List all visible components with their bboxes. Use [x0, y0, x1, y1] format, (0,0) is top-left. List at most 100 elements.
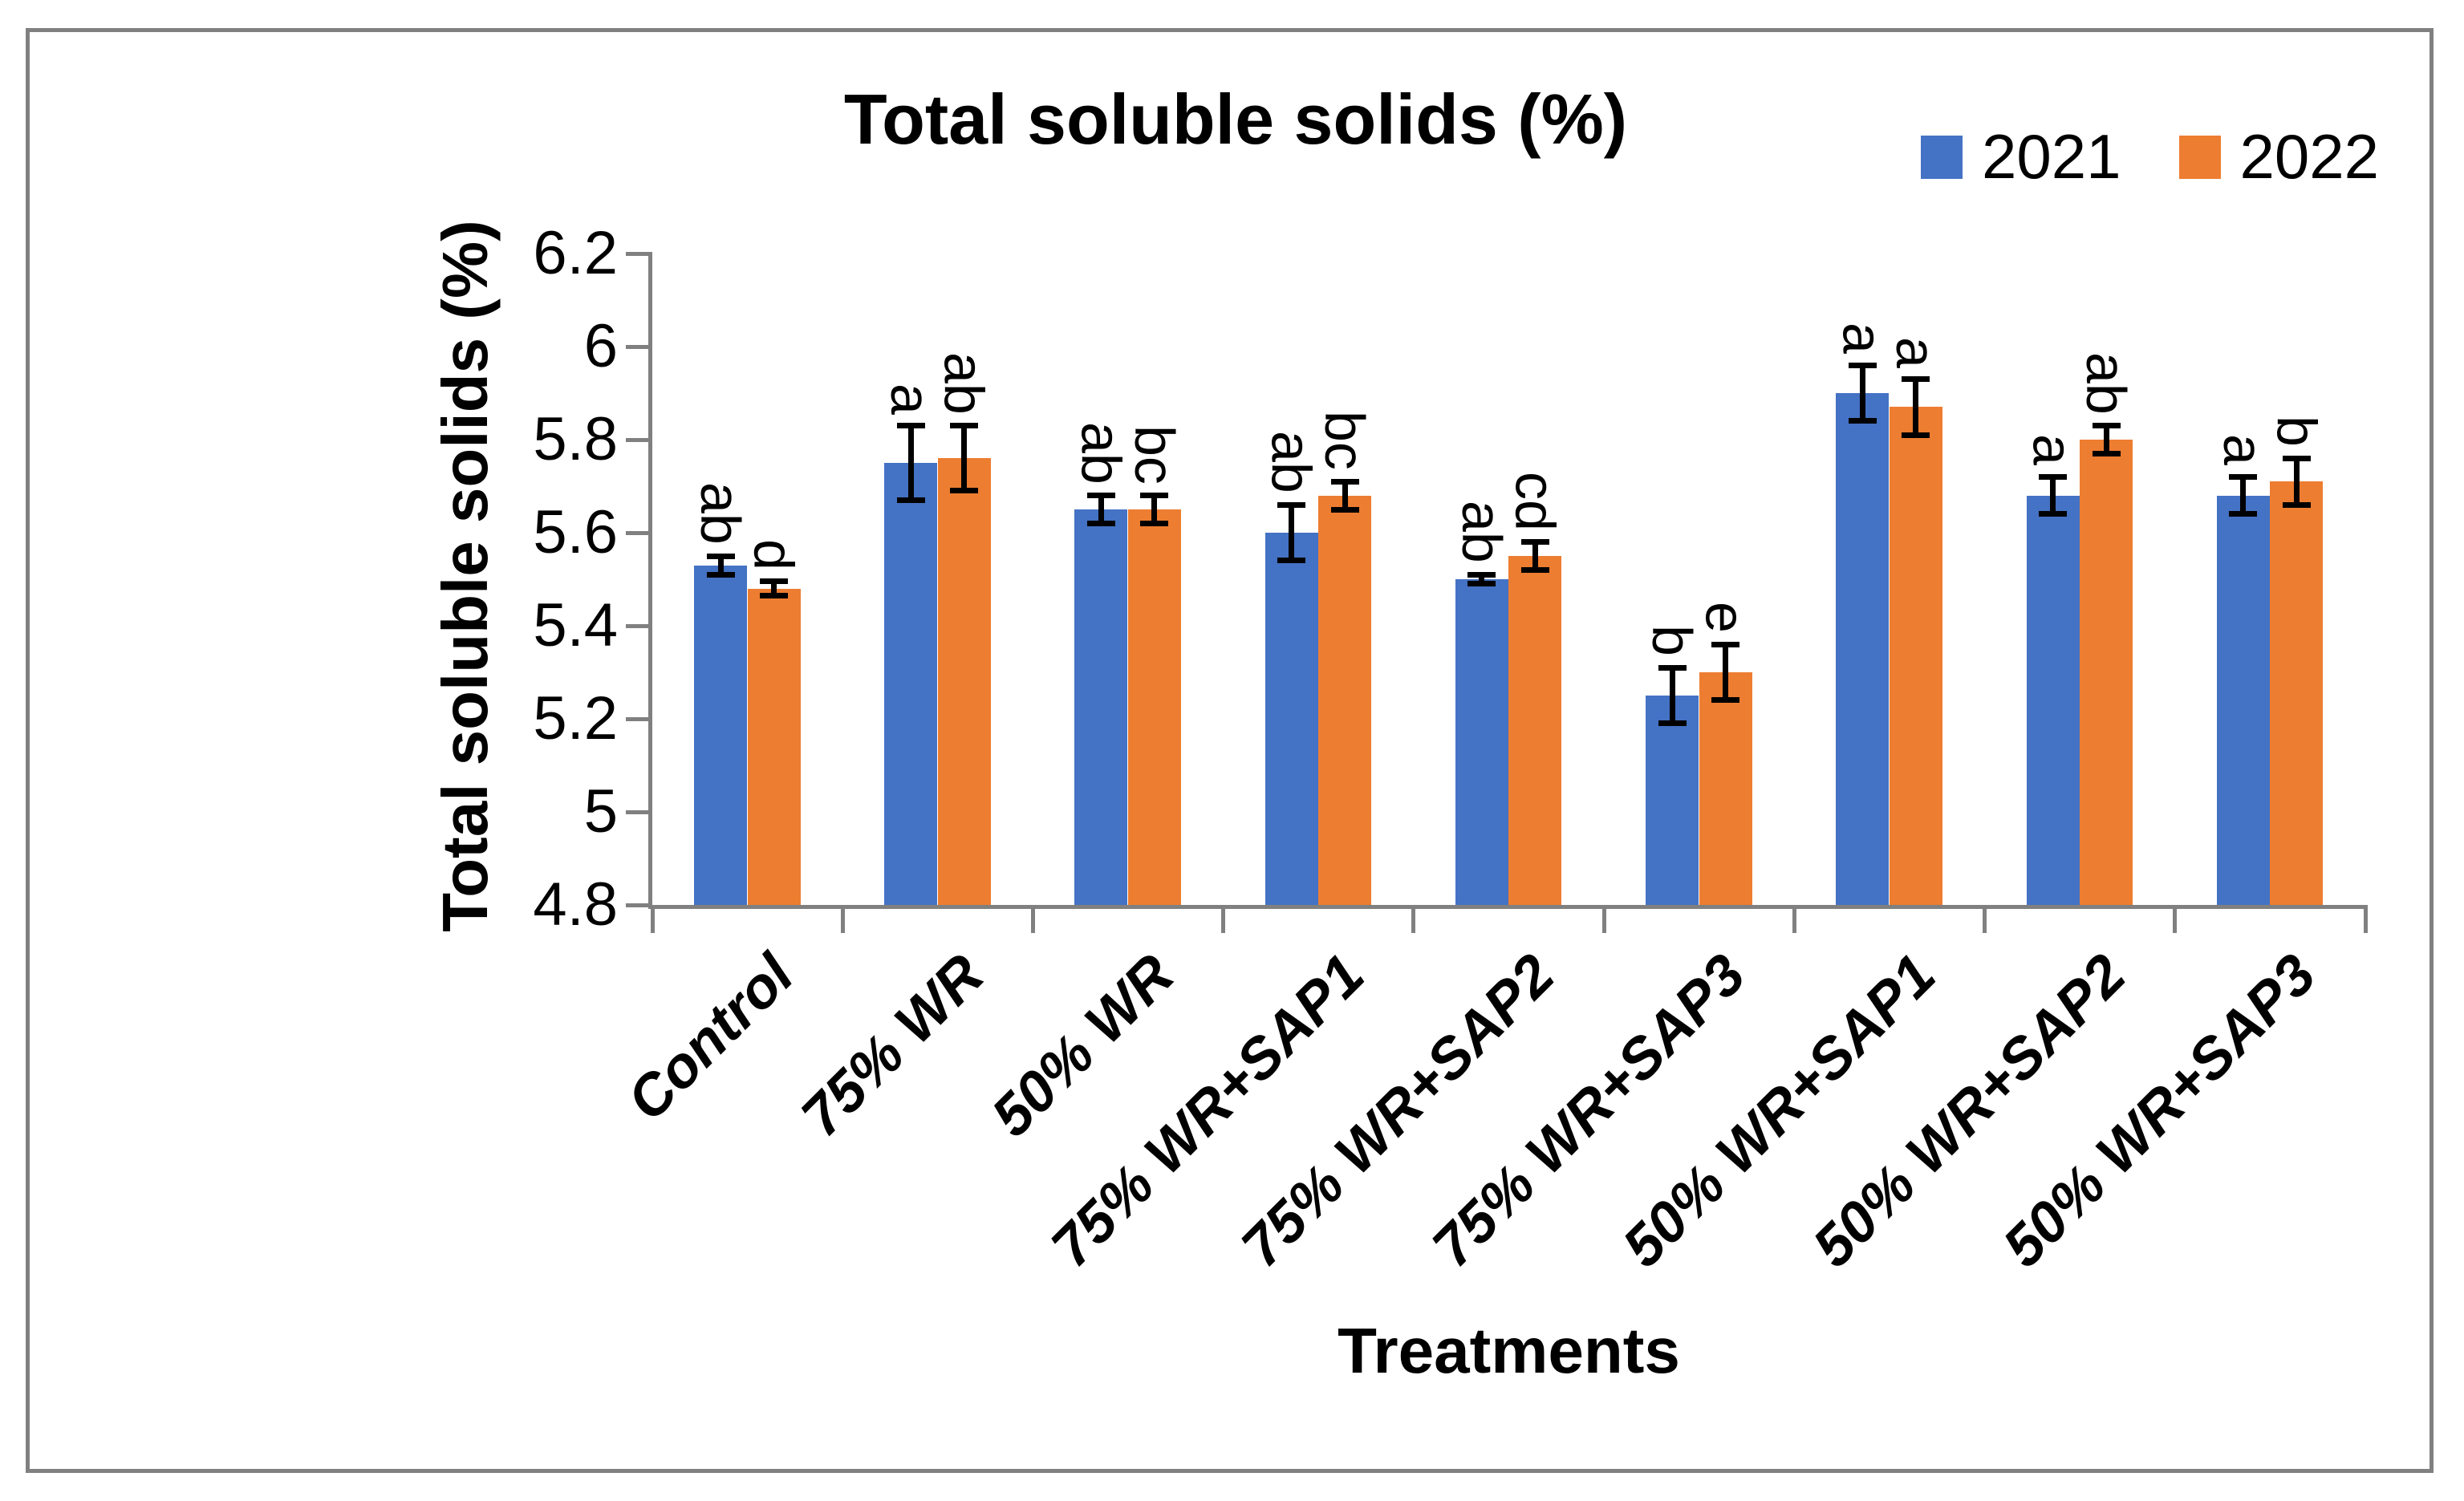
legend-item-2021: 2021 [1921, 120, 2121, 193]
error-bar-cap [2092, 450, 2121, 456]
significance-letter: a [1884, 336, 1947, 368]
bar-2021 [694, 565, 747, 905]
y-axis-tick [626, 716, 652, 721]
legend-item-2022: 2022 [2178, 120, 2380, 193]
significance-letter: cd [1504, 471, 1567, 531]
bar-2021 [1836, 393, 1890, 905]
bar-2022 [1508, 556, 1562, 905]
error-bar [1913, 379, 1919, 436]
y-axis-tick [626, 251, 652, 256]
error-bar-cap [1277, 501, 1306, 508]
error-bar-cap [1086, 520, 1115, 526]
x-axis-tick [1030, 905, 1035, 933]
error-bar-cap [2229, 473, 2258, 480]
error-bar [1669, 667, 1675, 724]
y-axis-tick [626, 530, 652, 535]
bar-2021 [884, 463, 938, 905]
significance-letter: a [1831, 323, 1894, 355]
error-bar [1859, 365, 1865, 421]
bar-2022 [937, 458, 991, 905]
y-axis-tick-label: 6.2 [533, 219, 618, 287]
error-bar-cap [1658, 664, 1687, 671]
error-bar-cap [706, 571, 735, 578]
error-bar [1289, 505, 1295, 561]
error-bar-cap [706, 553, 735, 559]
error-bar [771, 581, 777, 596]
error-bar-cap [950, 423, 979, 429]
y-axis-tick-label: 5.2 [533, 684, 618, 753]
y-axis-tick [626, 903, 652, 907]
figure-border [26, 28, 2434, 1473]
error-bar [961, 425, 968, 491]
error-bar-cap [1140, 493, 1169, 499]
error-bar-cap [1467, 571, 1496, 578]
error-bar-cap [1520, 566, 1549, 573]
legend: 2021 2022 [1921, 120, 2379, 193]
bar-2021 [1264, 533, 1318, 905]
significance-letter: a [2021, 434, 2084, 466]
bar-2021 [1455, 579, 1508, 905]
significance-letter: a [2211, 434, 2275, 466]
bar-2022 [1318, 495, 1372, 905]
error-bar-cap [760, 592, 788, 598]
error-bar [2050, 477, 2056, 514]
error-bar [907, 425, 914, 501]
error-bar-cap [950, 488, 979, 494]
error-bar-cap [2039, 473, 2068, 480]
y-axis-tick-label: 5.6 [533, 498, 618, 566]
y-axis-tick [626, 344, 652, 349]
significance-letter: ab [1070, 421, 1133, 485]
error-bar-cap [1330, 478, 1359, 485]
y-axis-tick [626, 437, 652, 442]
x-axis-tick [1983, 905, 1987, 933]
error-bar-cap [760, 578, 788, 585]
y-axis-tick-label: 5.4 [533, 591, 618, 659]
y-axis-tick-label: 6 [583, 312, 618, 380]
y-axis-tick [626, 809, 652, 814]
bar-2022 [2080, 440, 2133, 905]
legend-label-2022: 2022 [2239, 121, 2380, 192]
error-bar-cap [896, 497, 925, 503]
error-bar-cap [1140, 520, 1169, 526]
significance-letter: ab [1260, 431, 1323, 494]
significance-letter: b [1641, 625, 1704, 657]
error-bar [1151, 495, 1158, 524]
error-bar [2103, 425, 2109, 454]
error-bar-cap [896, 423, 925, 429]
bar-2021 [2216, 495, 2270, 905]
error-bar [2293, 458, 2300, 505]
significance-letter: d [742, 538, 806, 570]
error-bar-cap [1902, 432, 1930, 438]
y-axis-tick-label: 5 [583, 777, 618, 846]
error-bar-cap [2229, 511, 2258, 517]
y-axis-tick-label: 4.8 [533, 870, 618, 939]
x-axis-tick [2173, 905, 2178, 933]
error-bar [2240, 477, 2247, 514]
x-axis-tick [840, 905, 845, 933]
legend-label-2021: 2021 [1982, 121, 2121, 192]
significance-letter: ab [2075, 351, 2138, 415]
bar-2021 [1074, 509, 1128, 905]
error-bar [717, 556, 724, 575]
legend-swatch-2021-icon [1921, 135, 1963, 179]
significance-letter: a [879, 383, 943, 415]
error-bar-cap [1277, 558, 1306, 564]
error-bar-cap [2092, 423, 2121, 429]
bar-2022 [1699, 672, 1752, 905]
significance-letter: e [1694, 602, 1757, 634]
error-bar-cap [1711, 697, 1740, 704]
bar-2022 [1889, 407, 1942, 905]
plot-area: ab d Control a ab 75% WR ab bc 50% WR ab bc 75% WR+… [615, 251, 2368, 1280]
bar-2021 [1646, 696, 1699, 905]
error-bar [1723, 644, 1729, 700]
error-bar-cap [2282, 501, 2311, 508]
y-axis-tick [626, 623, 652, 628]
error-bar [1479, 574, 1485, 584]
error-bar-cap [1330, 506, 1359, 513]
error-bar-cap [1658, 720, 1687, 727]
legend-swatch-2022-icon [2178, 135, 2221, 179]
error-bar [1532, 542, 1538, 570]
error-bar-cap [2282, 455, 2311, 461]
error-bar-cap [2039, 511, 2068, 517]
significance-letter: ab [1450, 501, 1513, 564]
